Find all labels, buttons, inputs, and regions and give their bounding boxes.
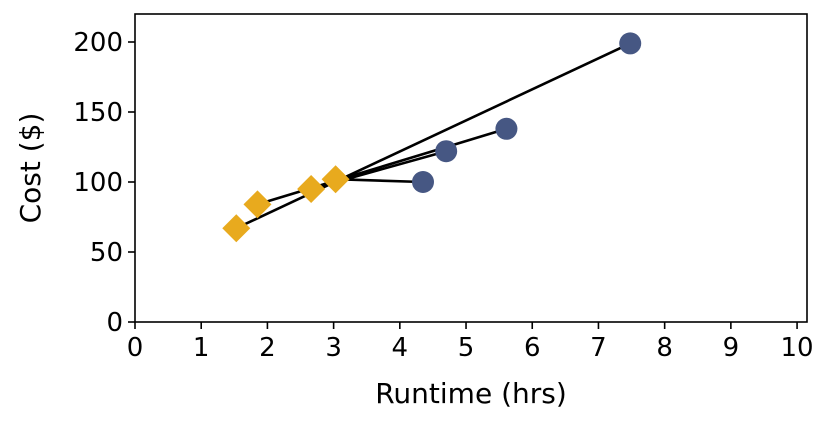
circle-point [412, 171, 434, 193]
x-tick-label: 3 [325, 333, 342, 363]
y-tick-label: 200 [73, 28, 123, 58]
y-tick-label: 50 [90, 238, 123, 268]
x-tick-label: 9 [723, 333, 740, 363]
x-tick-label: 8 [656, 333, 673, 363]
y-axis-ticks: 0 50 100 150 200 [73, 28, 135, 338]
markers [222, 32, 642, 243]
diamond-point [321, 165, 350, 194]
y-tick-label: 150 [73, 98, 123, 128]
x-tick-label: 6 [524, 333, 541, 363]
circle-point [495, 117, 518, 140]
connector-lines [235, 42, 631, 230]
x-tick-label: 7 [590, 333, 607, 363]
connector-line [235, 42, 631, 230]
x-tick-label: 0 [127, 333, 144, 363]
diamond-point [243, 190, 272, 219]
diamond-point [297, 175, 326, 203]
y-tick-label: 0 [106, 308, 123, 338]
plot-area-frame [134, 13, 808, 323]
x-tick-label: 4 [392, 333, 409, 363]
connector-line [257, 127, 507, 206]
x-tick-label: 1 [193, 333, 210, 363]
x-tick-label: 5 [458, 333, 475, 363]
x-tick-label: 10 [781, 333, 814, 363]
x-axis-ticks: 0 1 2 3 4 5 6 7 8 9 10 [127, 322, 814, 363]
circle-point [619, 32, 642, 55]
y-tick-label: 100 [73, 168, 123, 198]
y-axis-label: Cost ($) [14, 113, 47, 224]
x-tick-label: 2 [259, 333, 276, 363]
diamond-point [222, 214, 251, 243]
connector-line [335, 177, 424, 184]
circle-point [435, 140, 458, 163]
x-axis-label: Runtime (hrs) [375, 377, 567, 410]
